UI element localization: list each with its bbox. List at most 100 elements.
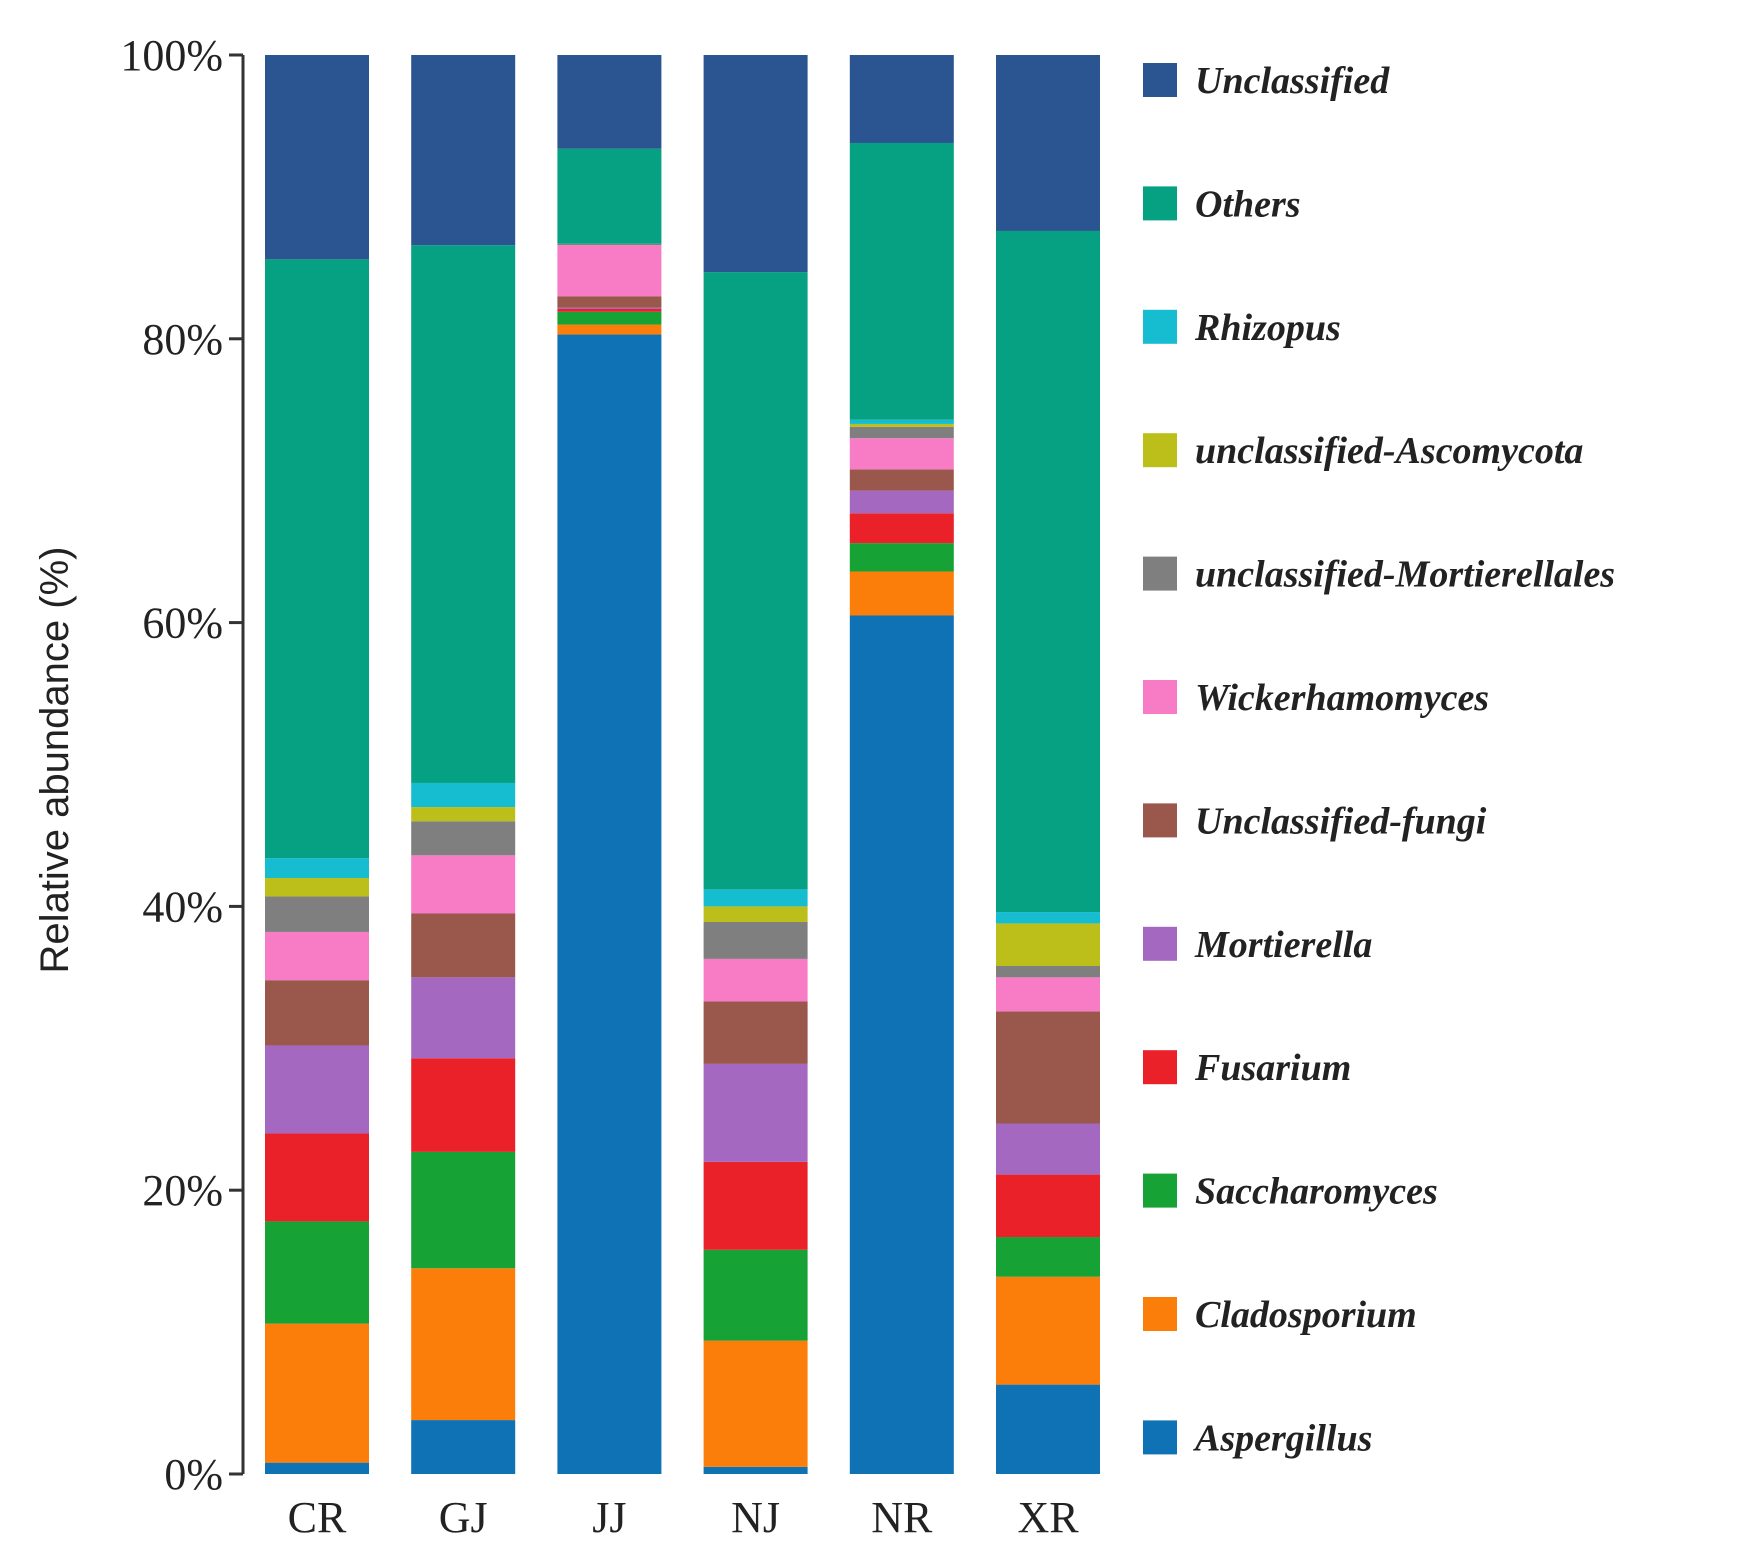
bar-xr-mortierella <box>996 1123 1100 1175</box>
x-tick-label-cr: CR <box>288 1493 347 1542</box>
bar-cr-cladosporium <box>265 1323 369 1463</box>
bar-nj-mortierella <box>703 1063 808 1162</box>
bar-nj-rhizopus <box>703 889 808 907</box>
legend-label-aspergillus: Aspergillus <box>1193 1417 1372 1459</box>
legend-label-unclassified: Unclassified <box>1195 60 1390 102</box>
x-tick-label-xr: XR <box>1017 1493 1079 1542</box>
bar-nr-aspergillus <box>849 615 954 1474</box>
bar-gj-mortierella <box>411 977 516 1059</box>
y-tick-label-2: 40% <box>142 882 223 931</box>
legend-swatch-fusarium <box>1143 1050 1177 1085</box>
bar-nr-wickerhamomyces <box>849 438 954 470</box>
y-tick-label-0: 0% <box>164 1450 223 1499</box>
bar-cr-rhizopus <box>265 858 369 879</box>
bar-nj-unclassified-fungi <box>703 1001 808 1064</box>
bar-gj-fusarium <box>411 1058 516 1152</box>
bar-gj-saccharomyces <box>411 1151 516 1269</box>
bar-xr-cladosporium <box>996 1276 1100 1385</box>
bar-jj-mortierella <box>557 307 662 310</box>
legend-label-saccharomyces: Saccharomyces <box>1195 1171 1438 1213</box>
legend-label-cladosporium: Cladosporium <box>1195 1294 1417 1336</box>
bar-cr-aspergillus <box>265 1462 369 1474</box>
legend-label-fusarium: Fusarium <box>1194 1047 1351 1089</box>
bar-nj-unclassified-ascomycota <box>703 906 808 923</box>
bar-gj-unclassified <box>411 55 516 246</box>
bar-gj-cladosporium <box>411 1268 516 1421</box>
bar-cr-mortierella <box>265 1045 369 1134</box>
bar-cr-others <box>265 259 369 859</box>
legend-label-unclassified-mortierellales: unclassified-Mortierellales <box>1195 554 1615 596</box>
bar-jj-unclassified-fungi <box>557 296 662 308</box>
legend-swatch-cladosporium <box>1143 1297 1177 1331</box>
bar-nj-cladosporium <box>703 1340 808 1467</box>
bar-nr-mortierella <box>849 490 954 514</box>
bars-group <box>265 55 1100 1475</box>
y-tick-label-5: 100% <box>120 31 223 80</box>
bar-xr-fusarium <box>996 1174 1100 1238</box>
legend-swatch-unclassified-mortierellales <box>1143 556 1177 591</box>
bar-nr-unclassified-fungi <box>849 469 954 491</box>
bar-gj-unclassified-ascomycota <box>411 807 516 822</box>
bar-nj-unclassified-mortierellales <box>703 922 808 959</box>
x-tick-label-nj: NJ <box>731 1493 780 1542</box>
bar-nj-others <box>703 272 808 890</box>
bar-nr-unclassified-ascomycota <box>849 423 954 427</box>
bar-gj-unclassified-mortierellales <box>411 821 516 856</box>
legend-swatch-unclassified-fungi <box>1143 803 1177 838</box>
bar-xr-wickerhamomyces <box>996 977 1100 1012</box>
legend-label-wickerhamomyces: Wickerhamomyces <box>1195 677 1489 719</box>
bar-cr-wickerhamomyces <box>265 931 369 981</box>
y-tick-label-1: 20% <box>142 1166 223 1215</box>
bar-nj-unclassified <box>703 55 808 273</box>
bar-jj-fusarium <box>557 309 662 312</box>
y-axis-ticks: 0% 20% 40% 60% 80% 100% <box>120 31 243 1499</box>
bar-xr-others <box>996 230 1100 913</box>
bar-gj-rhizopus <box>411 782 516 808</box>
bar-nj-aspergillus <box>703 1466 808 1474</box>
bar-nr-unclassified <box>849 55 954 143</box>
bar-jj-aspergillus <box>557 334 662 1475</box>
bar-jj-saccharomyces <box>557 311 662 325</box>
bar-xr-aspergillus <box>996 1384 1100 1474</box>
legend-swatch-unclassified-ascomycota <box>1143 433 1177 468</box>
bar-nr-unclassified-mortierellales <box>849 426 954 439</box>
bar-xr-unclassified-fungi <box>996 1011 1100 1124</box>
legend-swatch-wickerhamomyces <box>1143 680 1177 714</box>
bar-jj-cladosporium <box>557 324 662 335</box>
bar-nj-saccharomyces <box>703 1249 808 1341</box>
bar-gj-others <box>411 245 516 783</box>
bar-xr-unclassified-mortierellales <box>996 965 1100 978</box>
legend-swatch-others <box>1143 186 1177 221</box>
bar-nr-fusarium <box>849 513 954 544</box>
bar-cr-fusarium <box>265 1133 369 1222</box>
bar-cr-unclassified <box>265 55 369 260</box>
bar-cr-unclassified-mortierellales <box>265 896 369 932</box>
x-axis-labels: CR GJ JJ NJ NR XR <box>288 1493 1080 1542</box>
legend: Unclassified Others Rhizopus unclassified-A… <box>1143 60 1615 1459</box>
legend-label-mortierella: Mortierella <box>1194 924 1372 966</box>
y-tick-label-3: 60% <box>142 599 223 648</box>
legend-swatch-aspergillus <box>1143 1420 1177 1455</box>
legend-swatch-mortierella <box>1143 926 1177 961</box>
bar-nr-others <box>849 142 954 420</box>
legend-label-unclassified-ascomycota: unclassified-Ascomycota <box>1195 430 1583 472</box>
bar-cr-unclassified-ascomycota <box>265 878 369 897</box>
bar-jj-unclassified <box>557 55 662 149</box>
legend-swatch-rhizopus <box>1143 309 1177 344</box>
bar-gj-wickerhamomyces <box>411 855 516 914</box>
bar-xr-unclassified-ascomycota <box>996 923 1100 966</box>
bar-xr-saccharomyces <box>996 1237 1100 1277</box>
bar-jj-wickerhamomyces <box>557 245 662 297</box>
bar-nr-cladosporium <box>849 571 954 616</box>
bar-gj-unclassified-fungi <box>411 913 516 978</box>
bar-nj-fusarium <box>703 1161 808 1250</box>
bar-xr-unclassified <box>996 55 1100 231</box>
bar-gj-aspergillus <box>411 1420 516 1474</box>
bar-xr-rhizopus <box>996 912 1100 924</box>
legend-label-others: Others <box>1195 183 1301 225</box>
bar-nj-wickerhamomyces <box>703 958 808 1002</box>
bar-nr-rhizopus <box>849 419 954 424</box>
y-axis-title: Relative abundance (%) <box>33 547 77 974</box>
bar-cr-saccharomyces <box>265 1221 369 1324</box>
bar-jj-unclassified-mortierellales <box>557 243 662 246</box>
